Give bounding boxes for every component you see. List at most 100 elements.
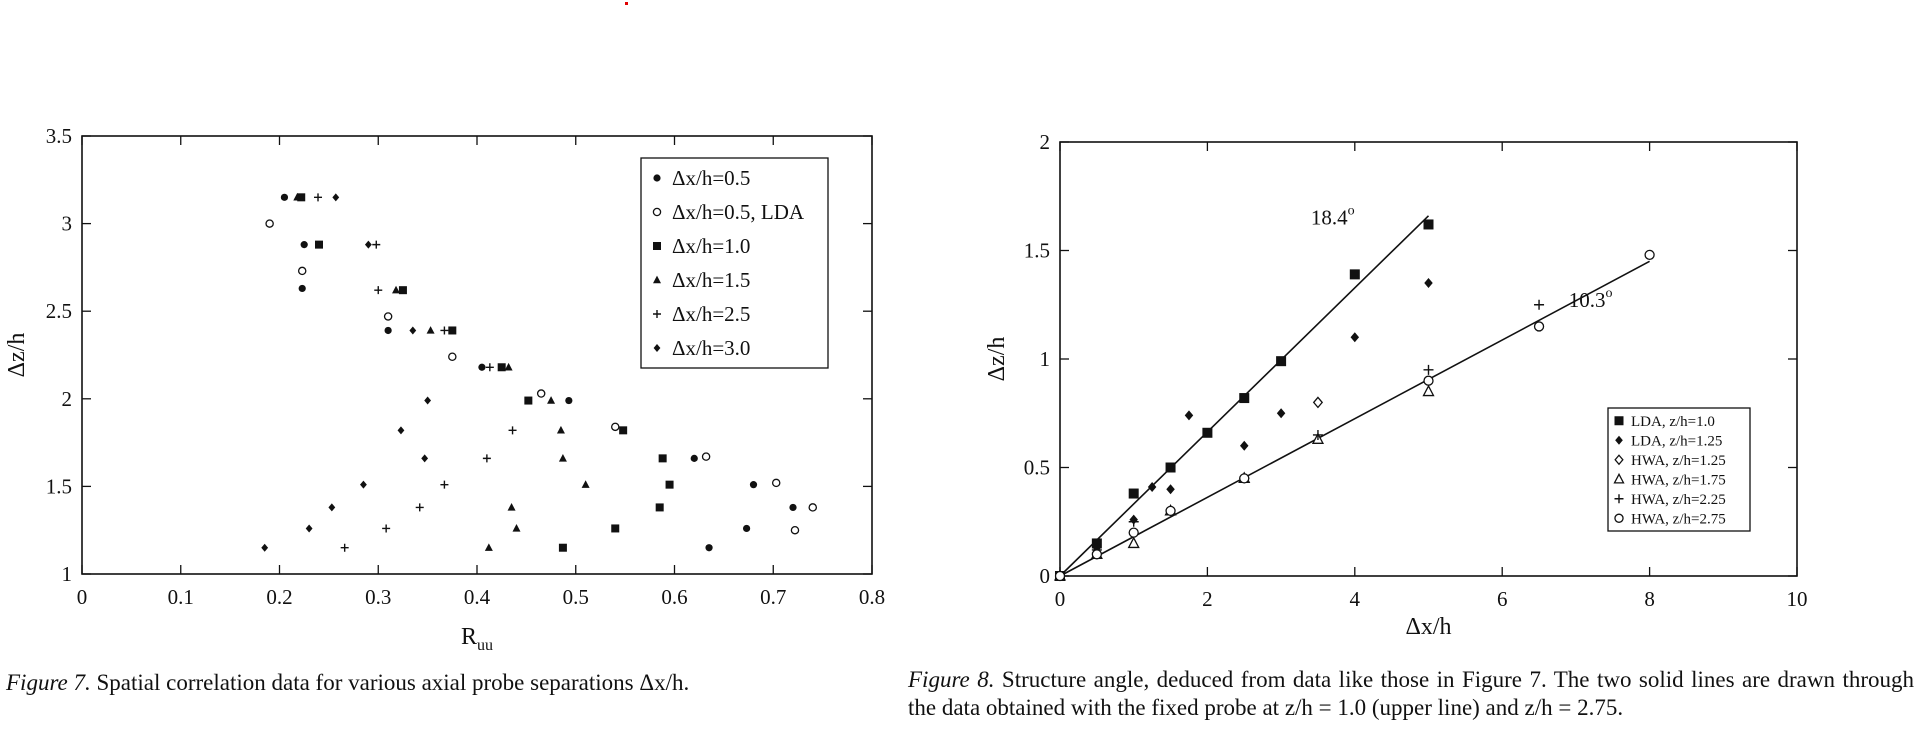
fig7-point-3 bbox=[315, 240, 323, 249]
fig7-point-3 bbox=[611, 524, 620, 533]
fig7-point-6 bbox=[328, 503, 336, 512]
fig7-y-axis-label: Δz/h bbox=[4, 333, 30, 378]
fig7-point-6 bbox=[397, 426, 405, 435]
fig8-point-5 bbox=[1534, 299, 1545, 310]
fig8-x-axis-label: Δx/h bbox=[1405, 614, 1451, 640]
fig7-point-4 bbox=[507, 503, 516, 511]
fig8-legend-marker-3 bbox=[1614, 454, 1624, 466]
fig7-point-4 bbox=[556, 425, 565, 434]
fig7-y-tick-label: 2 bbox=[62, 387, 73, 411]
fig8-legend-label-6: HWA, z/h=2.75 bbox=[1631, 511, 1726, 527]
fig7-x-tick-label: 0.6 bbox=[661, 585, 687, 609]
fig7-point-6 bbox=[360, 480, 367, 489]
fig7-x-axis-label-subscript: uu bbox=[477, 637, 493, 654]
fig7-point-5 bbox=[508, 426, 517, 435]
fig8-degree-symbol: o bbox=[1606, 286, 1613, 301]
fig7-point-2 bbox=[448, 352, 457, 362]
fig7-point-2 bbox=[771, 478, 781, 488]
fig8-point-6 bbox=[1644, 249, 1655, 260]
figure-8-caption-text: Structure angle, deduced from data like … bbox=[908, 667, 1914, 720]
fig7-point-2 bbox=[536, 389, 546, 398]
fig8-point-6 bbox=[1054, 570, 1066, 582]
fig8-y-tick-label: 1 bbox=[1040, 347, 1051, 371]
fig8-point-2 bbox=[1424, 278, 1433, 289]
fig7-point-3 bbox=[448, 326, 457, 335]
fig7-legend-marker-6 bbox=[653, 344, 661, 352]
fig8-point-2 bbox=[1350, 332, 1360, 343]
fig7-point-6 bbox=[409, 326, 417, 335]
fig8-point-6 bbox=[1091, 549, 1103, 560]
fig8-y-axis-label: Δz/h bbox=[984, 337, 1010, 382]
fig7-point-6 bbox=[421, 454, 429, 463]
fig7-point-5 bbox=[415, 503, 424, 512]
stray-red-mark bbox=[625, 2, 628, 5]
figure-8-chart: 0 2 4 6 8 10 0 0.5 1 1.5 2 Δx/h Δz/h 18.4o 10.3o LDA, z… bbox=[984, 130, 1808, 640]
fig7-y-tick-label: 1 bbox=[62, 562, 73, 586]
fig8-fit-line-2 bbox=[1059, 260, 1650, 577]
fig8-point-6 bbox=[1533, 321, 1545, 332]
fig7-point-6 bbox=[305, 524, 313, 533]
fig8-x-tick-label: 10 bbox=[1787, 587, 1808, 611]
fig8-point-5 bbox=[1312, 429, 1323, 440]
fig7-point-3 bbox=[297, 193, 306, 202]
fig8-point-2 bbox=[1276, 408, 1286, 419]
figure-7-caption-text: Spatial correlation data for various axi… bbox=[96, 670, 690, 695]
figure-8-caption-lead: Figure 8. bbox=[908, 667, 995, 692]
fig7-point-2 bbox=[265, 219, 274, 228]
fig7-x-tick-label: 0 bbox=[77, 585, 88, 609]
fig7-point-1 bbox=[742, 524, 751, 533]
fig7-legend-marker-4 bbox=[653, 275, 661, 284]
fig7-x-tick-label: 0.3 bbox=[365, 585, 391, 609]
fig7-legend-label-1: Δx/h=0.5 bbox=[672, 166, 750, 190]
fig7-x-tick-label: 0.4 bbox=[464, 585, 491, 609]
fig7-point-5 bbox=[440, 326, 449, 335]
fig7-point-2 bbox=[701, 452, 711, 461]
fig8-x-tick-label: 0 bbox=[1055, 587, 1066, 611]
fig8-point-1 bbox=[1423, 219, 1434, 230]
fig8-point-2 bbox=[1147, 482, 1157, 493]
fig7-y-tick-label: 1.5 bbox=[46, 474, 72, 498]
fig7-point-6 bbox=[424, 396, 432, 405]
fig7-point-2 bbox=[808, 503, 818, 512]
fig7-point-1 bbox=[300, 241, 308, 249]
fig8-point-2 bbox=[1166, 484, 1175, 495]
fig7-y-tick-label: 3 bbox=[62, 212, 73, 236]
fig8-point-6 bbox=[1128, 527, 1139, 538]
fig8-point-1 bbox=[1165, 462, 1176, 473]
fig7-point-3 bbox=[497, 363, 506, 372]
fig8-x-tick-label: 4 bbox=[1350, 587, 1361, 611]
fig8-legend-marker-2 bbox=[1615, 435, 1623, 445]
fig7-legend-label-5: Δx/h=2.5 bbox=[672, 302, 750, 326]
fig7-point-5 bbox=[382, 524, 391, 533]
fig8-legend-label-3: HWA, z/h=1.25 bbox=[1631, 453, 1726, 469]
fig7-x-tick-label: 0.7 bbox=[760, 585, 786, 609]
fig7-y-tick-label: 2.5 bbox=[46, 299, 72, 323]
fig7-point-3 bbox=[658, 454, 667, 463]
figure-7-caption-lead: Figure 7. bbox=[6, 670, 91, 695]
fig7-point-5 bbox=[374, 286, 383, 295]
fig8-point-1 bbox=[1349, 269, 1360, 280]
fig8-x-tick-label: 6 bbox=[1497, 587, 1508, 611]
fig8-legend-marker-6 bbox=[1614, 513, 1624, 523]
fig8-y-tick-label: 0.5 bbox=[1024, 456, 1050, 480]
fig7-point-5 bbox=[440, 480, 449, 489]
fig8-y-tick-label: 0 bbox=[1040, 564, 1051, 588]
fig8-point-2 bbox=[1184, 410, 1194, 421]
fig7-point-6 bbox=[261, 543, 269, 552]
fig8-fit-line-label-1: 18.4o bbox=[1311, 203, 1355, 229]
fig7-x-tick-label: 0.1 bbox=[168, 585, 194, 609]
fig8-point-1 bbox=[1239, 393, 1250, 404]
fig8-legend-marker-4 bbox=[1613, 472, 1625, 484]
fig7-point-1 bbox=[384, 326, 392, 335]
fig7-point-3 bbox=[655, 503, 664, 512]
fig7-point-3 bbox=[524, 396, 533, 405]
fig8-legend-label-1: LDA, z/h=1.0 bbox=[1631, 414, 1715, 430]
fig8-fit-line-label-2: 10.3o bbox=[1569, 286, 1613, 312]
fig7-point-5 bbox=[485, 363, 494, 372]
figure-8-caption: Figure 8. Structure angle, deduced from … bbox=[908, 666, 1914, 722]
fig7-point-4 bbox=[392, 285, 401, 294]
fig8-point-4 bbox=[1127, 536, 1140, 549]
fig7-legend-marker-1 bbox=[653, 174, 661, 182]
fig8-legend-label-2: LDA, z/h=1.25 bbox=[1631, 433, 1722, 449]
fig7-x-tick-label: 0.8 bbox=[859, 585, 885, 609]
